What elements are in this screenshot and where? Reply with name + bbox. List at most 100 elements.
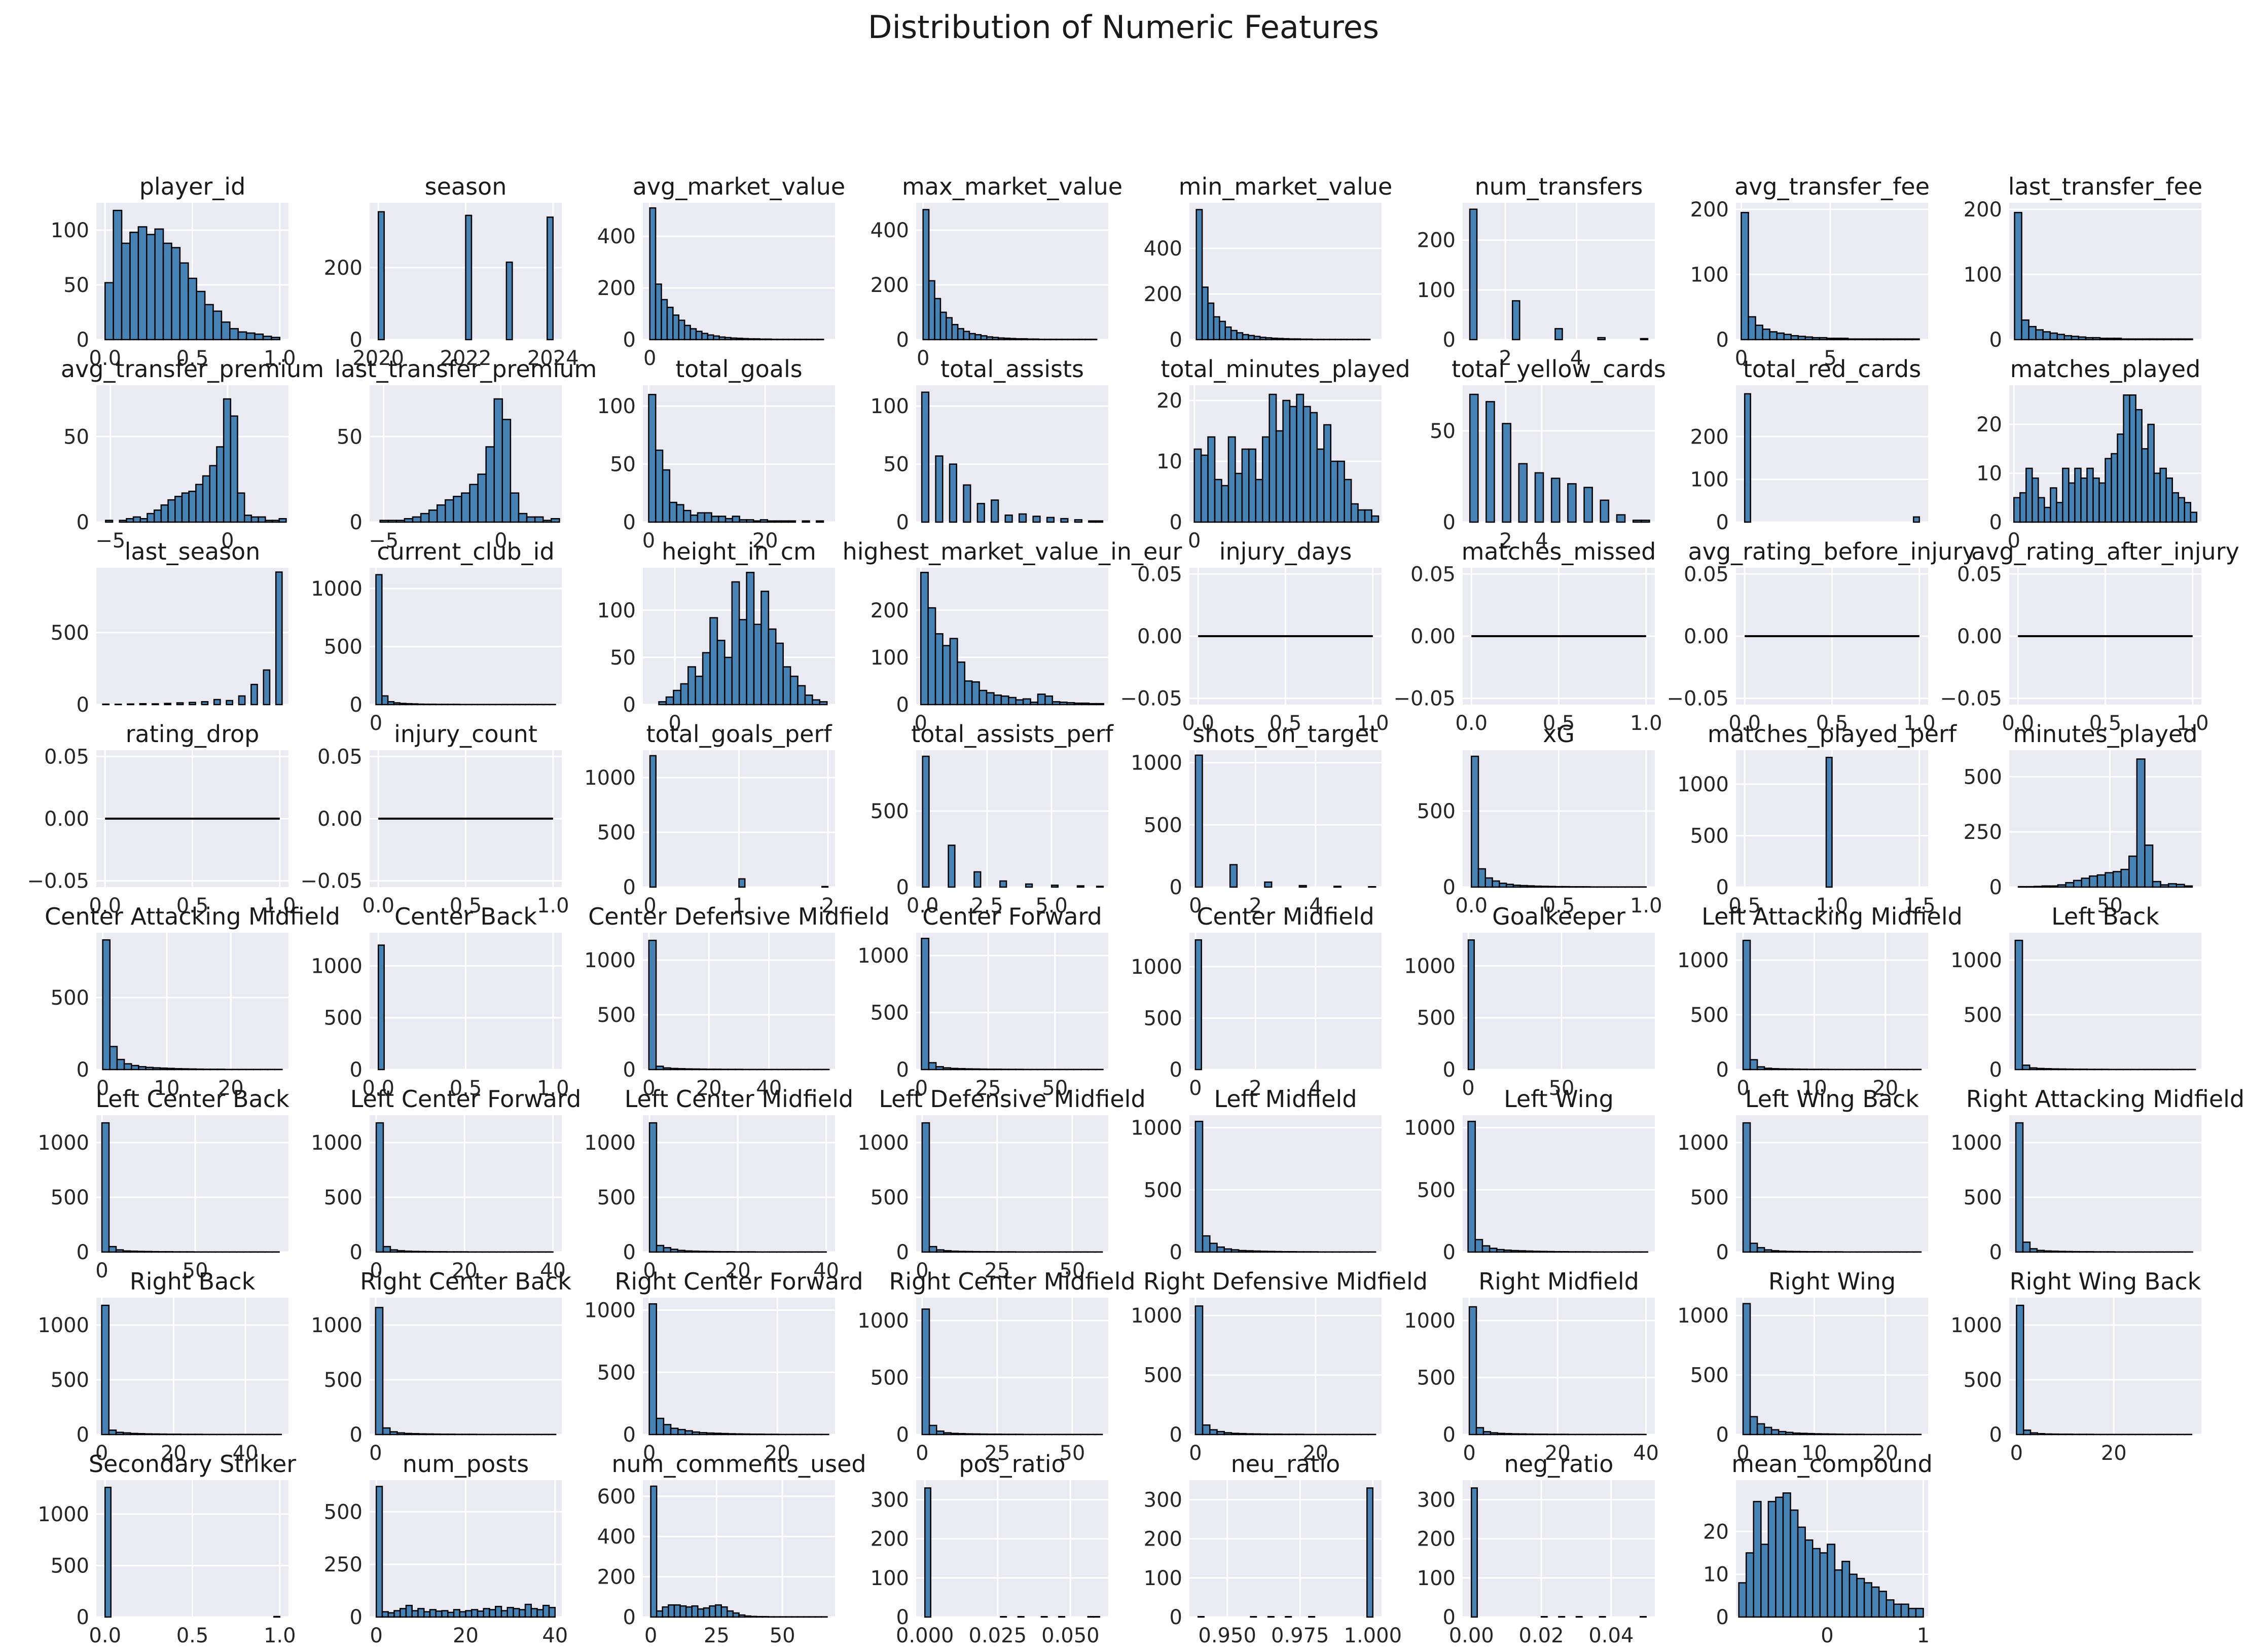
y-tick-label: 300 xyxy=(1417,1489,1456,1512)
histogram-bar xyxy=(658,701,667,706)
histogram-bar xyxy=(986,1434,995,1436)
histogram-bar xyxy=(2171,492,2179,523)
y-tick-label: 0 xyxy=(1170,1058,1182,1082)
y-tick-label: 500 xyxy=(1964,765,2002,789)
plot-area xyxy=(916,1480,1108,1617)
histogram-bar xyxy=(1468,1306,1477,1436)
subplot-total-red-cards: 0 100 200 total_red_cards xyxy=(1690,355,1928,534)
y-tick-label: 0 xyxy=(77,693,89,717)
histogram-bar xyxy=(1061,339,1069,341)
histogram-bar xyxy=(129,1251,138,1253)
histogram-bar xyxy=(1009,338,1017,341)
subplot-matches-played-perf: 0 500 1000 0.5 1.0 1.5 matches_played_perf xyxy=(1677,720,1958,917)
histogram-bar xyxy=(2028,326,2037,341)
histogram-bar xyxy=(493,398,503,523)
histogram-bar xyxy=(1090,339,1098,341)
histogram-bar xyxy=(949,463,957,523)
histogram-bar xyxy=(121,242,131,341)
histogram-bar xyxy=(1525,1433,1534,1436)
histogram-bar xyxy=(2035,329,2044,341)
histogram-bar xyxy=(1769,331,1778,341)
histogram-bar xyxy=(411,703,419,706)
y-tick-label: 500 xyxy=(324,1500,363,1524)
subplot-total-minutes-played: 0 10 20 0 total_minutes_played xyxy=(1156,355,1410,553)
histogram-bar xyxy=(2064,1434,2074,1436)
histogram-bar xyxy=(685,1606,693,1618)
histogram-bar xyxy=(519,1609,526,1618)
x-tick-label: 5.0 xyxy=(1035,894,1068,917)
x-tick-label: 40 xyxy=(233,1442,259,1465)
histogram-bar xyxy=(1073,339,1080,341)
subplot-title: current_club_id xyxy=(377,538,554,565)
x-tick-label: 0.0 xyxy=(1728,712,1761,735)
histogram-bar xyxy=(2062,467,2070,523)
histogram-bar xyxy=(678,319,685,341)
histogram-bar xyxy=(2136,758,2146,888)
histogram-bar xyxy=(701,333,709,341)
histogram-bar xyxy=(139,703,147,706)
histogram-bar xyxy=(656,1610,664,1618)
subplot-title: Right Center Forward xyxy=(614,1268,863,1295)
histogram-bar xyxy=(2099,338,2108,341)
histogram-bar xyxy=(1770,1429,1780,1436)
histogram-bar xyxy=(201,701,209,706)
histogram-bar xyxy=(1897,338,1906,341)
x-tick-label: 50 xyxy=(1059,1259,1085,1282)
y-tick-label: 100 xyxy=(1144,1567,1182,1590)
histogram-bar xyxy=(991,499,999,523)
histogram-bar xyxy=(524,1603,532,1618)
histogram-bar xyxy=(411,1610,419,1618)
histogram-bar xyxy=(465,214,473,341)
x-tick-label: 0 xyxy=(915,1077,928,1100)
y-tick-label: 500 xyxy=(324,636,363,659)
histogram-bar xyxy=(2105,458,2112,523)
y-tick-label: 0 xyxy=(623,693,636,717)
histogram-bar xyxy=(793,339,801,341)
histogram-bar xyxy=(648,939,657,1071)
subplot-max-market-value: 0 200 400 0 max_market_value xyxy=(871,173,1122,370)
histogram-bar xyxy=(677,1068,686,1071)
y-tick-label: 0 xyxy=(350,511,363,534)
plot-area xyxy=(1736,933,1928,1070)
histogram-bar xyxy=(2165,477,2173,523)
histogram-bar xyxy=(158,1433,167,1436)
y-tick-label: 1000 xyxy=(1677,1131,1729,1155)
histogram-bar xyxy=(1330,460,1338,523)
x-tick-label: 0 xyxy=(1462,1077,1474,1100)
subplot-title: Center Defensive Midfield xyxy=(588,903,890,930)
histogram-bar xyxy=(1266,1434,1276,1436)
histogram-bar xyxy=(1194,1121,1204,1253)
subplot-pos-ratio: 0 100 200 300 0.000 0.025 0.050 pos_ratio xyxy=(871,1450,1108,1647)
histogram-bar xyxy=(153,509,162,523)
histogram-bar xyxy=(1776,332,1785,341)
histogram-bar xyxy=(176,702,184,706)
subplot-title: Center Attacking Midfield xyxy=(45,903,340,930)
y-tick-label: 1000 xyxy=(38,1131,89,1155)
histogram-bar xyxy=(1216,1430,1225,1436)
histogram-bar xyxy=(775,642,784,706)
histogram-bar xyxy=(113,209,123,341)
histogram-bar xyxy=(1022,698,1031,706)
histogram-bar xyxy=(974,334,982,341)
x-tick-label: 2.5 xyxy=(971,894,1003,917)
y-tick-label: 500 xyxy=(51,1554,89,1577)
histogram-bar xyxy=(1841,1561,1851,1618)
histogram-bar xyxy=(1223,1248,1233,1253)
histogram-bar xyxy=(162,242,172,341)
histogram-bar xyxy=(744,1615,751,1618)
histogram-bar xyxy=(774,520,782,523)
y-tick-label: 0 xyxy=(1989,1241,2002,1264)
x-tick-label: 1.0 xyxy=(2177,712,2209,735)
histogram-bar xyxy=(1913,516,1920,523)
histogram-bar xyxy=(648,1122,658,1253)
histogram-bar xyxy=(936,1430,945,1436)
subplot-highest-market-value-in-eur: 0 100 200 0 highest_market_value_in_eur xyxy=(843,538,1182,735)
x-tick-label: 0 xyxy=(916,1259,928,1282)
subplot-right-center-back: 0 500 1000 0 Right Center Back xyxy=(311,1268,571,1465)
y-tick-label: 500 xyxy=(324,1007,363,1030)
histogram-bar xyxy=(146,234,156,341)
histogram-bar xyxy=(1567,483,1577,523)
x-tick-label: 5 xyxy=(1824,347,1836,370)
subplot-secondary-striker: 0 500 1000 0.0 0.5 1.0 Secondary Striker xyxy=(38,1450,296,1647)
